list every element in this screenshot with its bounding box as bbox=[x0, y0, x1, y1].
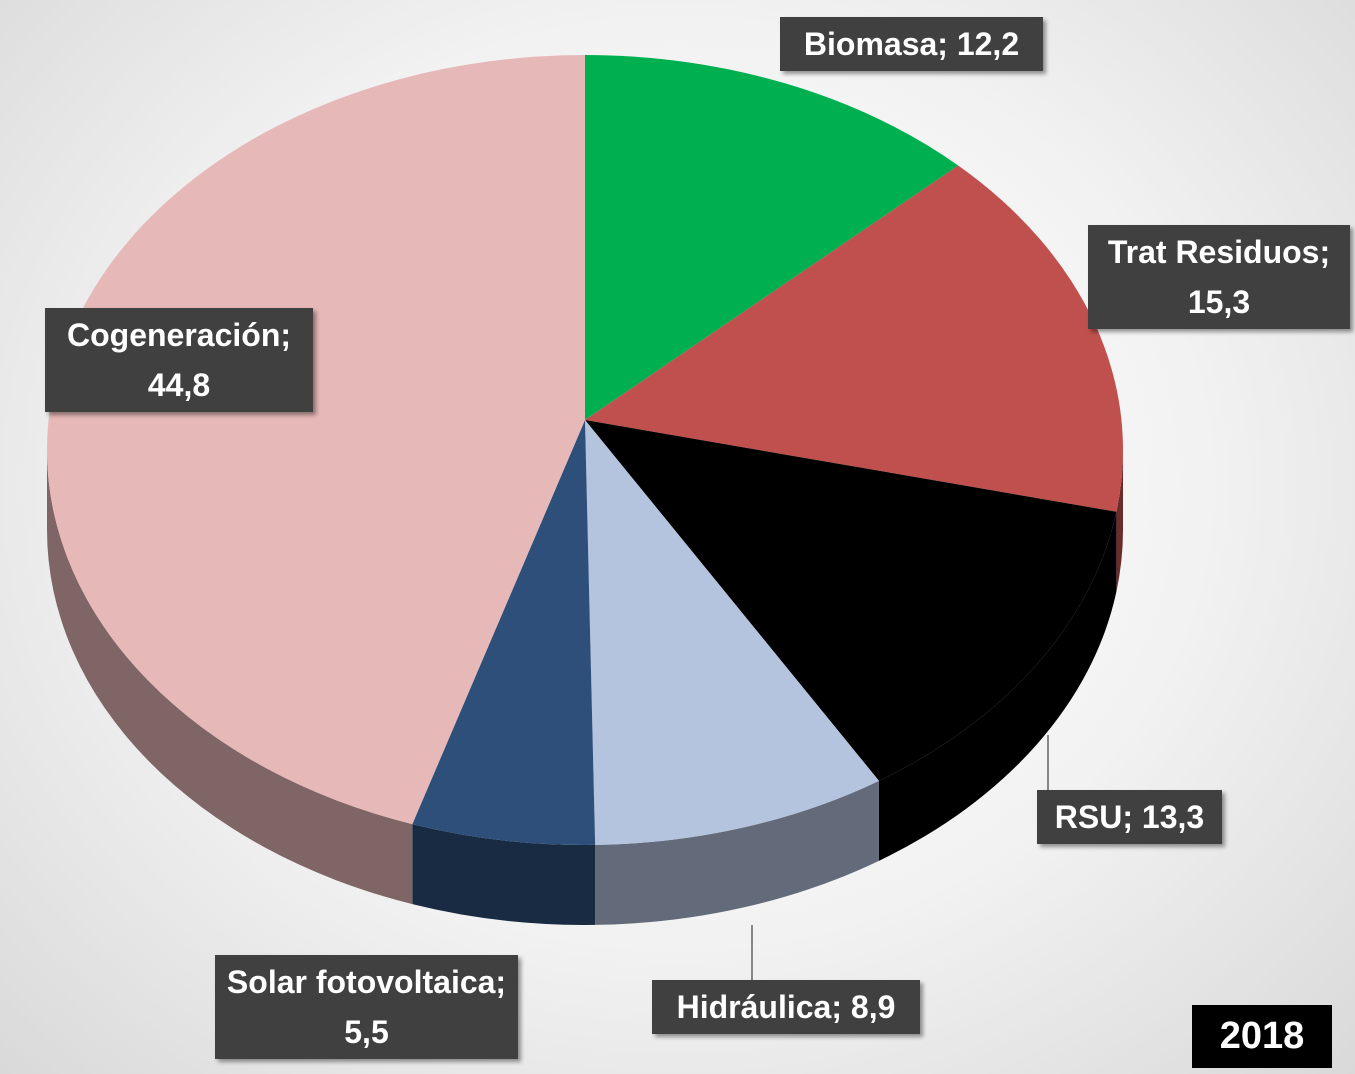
slice-side bbox=[1116, 450, 1123, 592]
slice-side bbox=[878, 511, 1117, 861]
data-label: RSU; 13,3 bbox=[1037, 790, 1222, 844]
slice bbox=[412, 420, 596, 845]
slice bbox=[585, 165, 1123, 512]
slice-side bbox=[47, 450, 413, 905]
slice bbox=[585, 55, 959, 420]
slice bbox=[47, 55, 585, 825]
data-label: Trat Residuos; 15,3 bbox=[1088, 225, 1350, 329]
slice bbox=[585, 420, 1117, 781]
data-label: Solar fotovoltaica; 5,5 bbox=[215, 955, 518, 1059]
slice-side bbox=[412, 824, 596, 925]
data-label: Hidráulica; 8,9 bbox=[652, 980, 920, 1034]
year-label: 2018 bbox=[1192, 1005, 1332, 1068]
data-label: Biomasa; 12,2 bbox=[780, 17, 1043, 71]
slice bbox=[585, 420, 879, 845]
data-label: Cogeneración; 44,8 bbox=[45, 308, 313, 412]
slice-side bbox=[595, 780, 879, 925]
